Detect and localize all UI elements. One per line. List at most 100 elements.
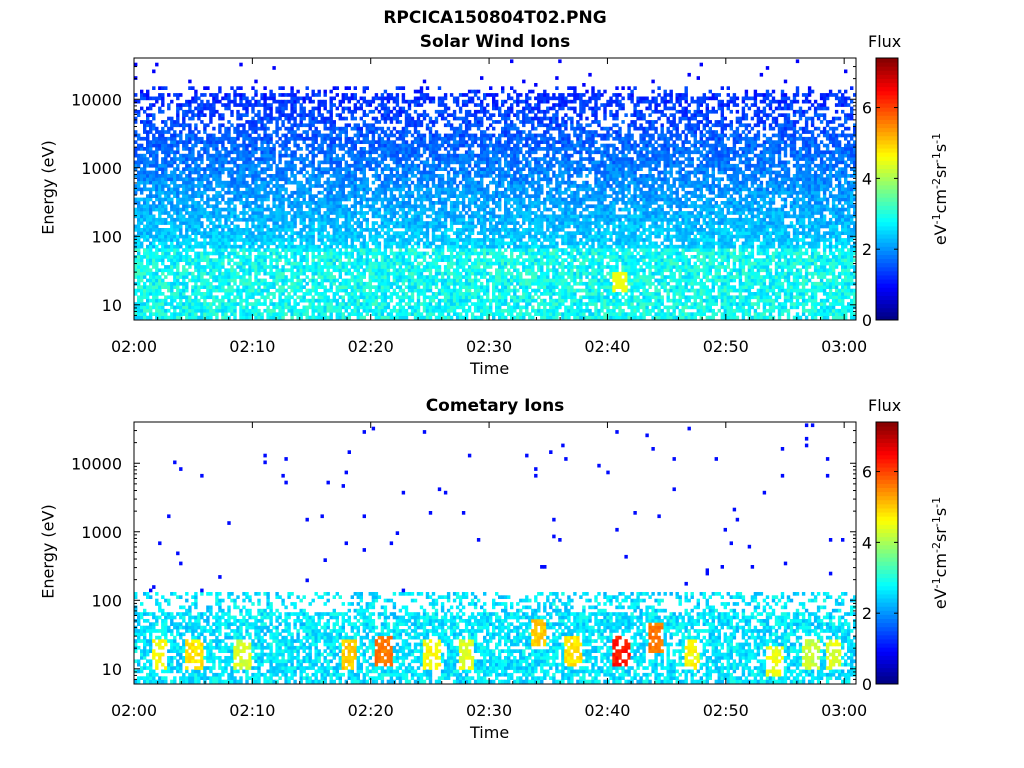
spectrogram-cell bbox=[389, 281, 394, 286]
spectrogram-cell bbox=[410, 207, 415, 212]
spectrogram-cell bbox=[371, 99, 376, 104]
spectrogram-cell bbox=[407, 147, 412, 151]
spectrogram-cell bbox=[371, 298, 376, 303]
spectrogram-cell bbox=[176, 258, 180, 262]
spectrogram-cell bbox=[197, 109, 201, 114]
spectrogram-cell bbox=[344, 244, 348, 249]
spectrogram-cell bbox=[158, 201, 162, 205]
spectrogram-cell bbox=[194, 258, 198, 262]
spectrogram-cell bbox=[185, 305, 189, 310]
spectrogram-cell bbox=[197, 103, 201, 107]
spectrogram-cell bbox=[167, 153, 171, 158]
spectrogram-cell bbox=[179, 258, 183, 262]
spectrogram-cell bbox=[365, 305, 369, 310]
spectrogram-cell bbox=[323, 214, 327, 219]
spectrogram-cell bbox=[143, 214, 147, 219]
spectrogram-cell bbox=[383, 89, 388, 94]
spectrogram-cell bbox=[203, 305, 207, 310]
spectrogram-cell bbox=[305, 86, 309, 90]
spectrogram-cell bbox=[422, 305, 427, 310]
spectrogram-cell bbox=[239, 184, 243, 188]
spectrogram-cell bbox=[296, 194, 300, 198]
spectrogram-cell bbox=[344, 197, 348, 202]
spectrogram-cell bbox=[230, 109, 234, 114]
spectrogram-cell bbox=[401, 86, 406, 90]
spectrogram-cell bbox=[269, 268, 273, 273]
spectrogram-cell bbox=[311, 281, 315, 286]
spectrogram-cell bbox=[428, 312, 433, 316]
spectrogram-cell bbox=[329, 147, 333, 151]
spectrogram-cell bbox=[275, 244, 279, 249]
spectrogram-cell bbox=[137, 99, 141, 104]
spectrogram-cell bbox=[257, 160, 261, 165]
spectrogram-cell bbox=[302, 116, 306, 121]
spectrogram-cell bbox=[362, 113, 366, 117]
spectrogram-cell bbox=[419, 204, 424, 209]
spectrogram-cell bbox=[395, 201, 400, 205]
spectrogram-cell bbox=[371, 174, 376, 178]
spectrogram-cell bbox=[386, 221, 391, 225]
spectrogram-cell bbox=[188, 187, 192, 192]
spectrogram-cell bbox=[161, 305, 165, 310]
spectrogram-cell bbox=[419, 221, 424, 225]
spectrogram-cell bbox=[302, 130, 306, 134]
spectrogram-cell bbox=[137, 204, 141, 209]
spectrogram-cell bbox=[143, 302, 147, 306]
spectrogram-cell bbox=[272, 241, 276, 246]
spectrogram-cell bbox=[311, 238, 315, 242]
spectrogram-cell bbox=[188, 271, 192, 276]
spectrogram-cell bbox=[251, 234, 255, 239]
spectrogram-cell bbox=[179, 157, 183, 161]
spectrogram-cell bbox=[362, 140, 366, 144]
spectrogram-cell bbox=[143, 315, 147, 320]
spectrogram-cell bbox=[149, 305, 153, 310]
spectrogram-cell bbox=[305, 265, 309, 269]
spectrogram-cell bbox=[362, 238, 366, 242]
spectrogram-cell bbox=[395, 258, 400, 262]
spectrogram-cell bbox=[389, 261, 394, 266]
spectrogram-cell bbox=[146, 244, 150, 249]
spectrogram-cell bbox=[269, 109, 273, 114]
spectrogram-cell bbox=[251, 167, 255, 171]
spectrogram-cell bbox=[293, 275, 297, 279]
spectrogram-cell bbox=[263, 265, 267, 269]
spectrogram-cell bbox=[416, 308, 421, 313]
spectrogram-cell bbox=[218, 214, 222, 219]
spectrogram-cell bbox=[317, 170, 321, 175]
spectrogram-cell bbox=[260, 143, 264, 148]
spectrogram-cell bbox=[404, 265, 409, 269]
spectrogram-cell bbox=[305, 224, 309, 229]
spectrogram-cell bbox=[281, 238, 285, 242]
spectrogram-cell bbox=[296, 285, 300, 289]
spectrogram-cell bbox=[296, 315, 300, 320]
spectrogram-cell bbox=[182, 113, 186, 117]
spectrogram-cell bbox=[431, 308, 436, 313]
spectrogram-cell bbox=[254, 140, 258, 144]
spectrogram-cell bbox=[293, 174, 297, 178]
spectrogram-cell bbox=[293, 224, 297, 229]
spectrogram-cell bbox=[404, 312, 409, 316]
spectrogram-cell bbox=[197, 174, 201, 178]
spectrogram-cell bbox=[152, 177, 156, 182]
spectrogram-cell bbox=[323, 278, 327, 283]
spectrogram-cell bbox=[419, 312, 424, 316]
spectrogram-cell bbox=[317, 150, 321, 155]
spectrogram-cell bbox=[215, 244, 219, 249]
spectrogram-cell bbox=[362, 298, 366, 303]
spectrogram-cell bbox=[146, 133, 150, 138]
spectrogram-cell bbox=[209, 231, 213, 235]
spectrogram-cell bbox=[155, 204, 159, 209]
spectrogram-cell bbox=[164, 140, 168, 144]
spectrogram-cell bbox=[158, 194, 162, 198]
spectrogram-cell bbox=[395, 285, 400, 289]
spectrogram-cell bbox=[173, 217, 177, 222]
spectrogram-cell bbox=[305, 248, 309, 252]
spectrogram-cell bbox=[233, 211, 237, 215]
spectrogram-cell bbox=[329, 234, 333, 239]
spectrogram-cell bbox=[284, 244, 288, 249]
spectrogram-cell bbox=[266, 255, 270, 259]
spectrogram-cell bbox=[200, 224, 204, 229]
spectrogram-cell bbox=[146, 201, 150, 205]
spectrogram-cell bbox=[398, 194, 403, 198]
spectrogram-cell bbox=[401, 214, 406, 219]
